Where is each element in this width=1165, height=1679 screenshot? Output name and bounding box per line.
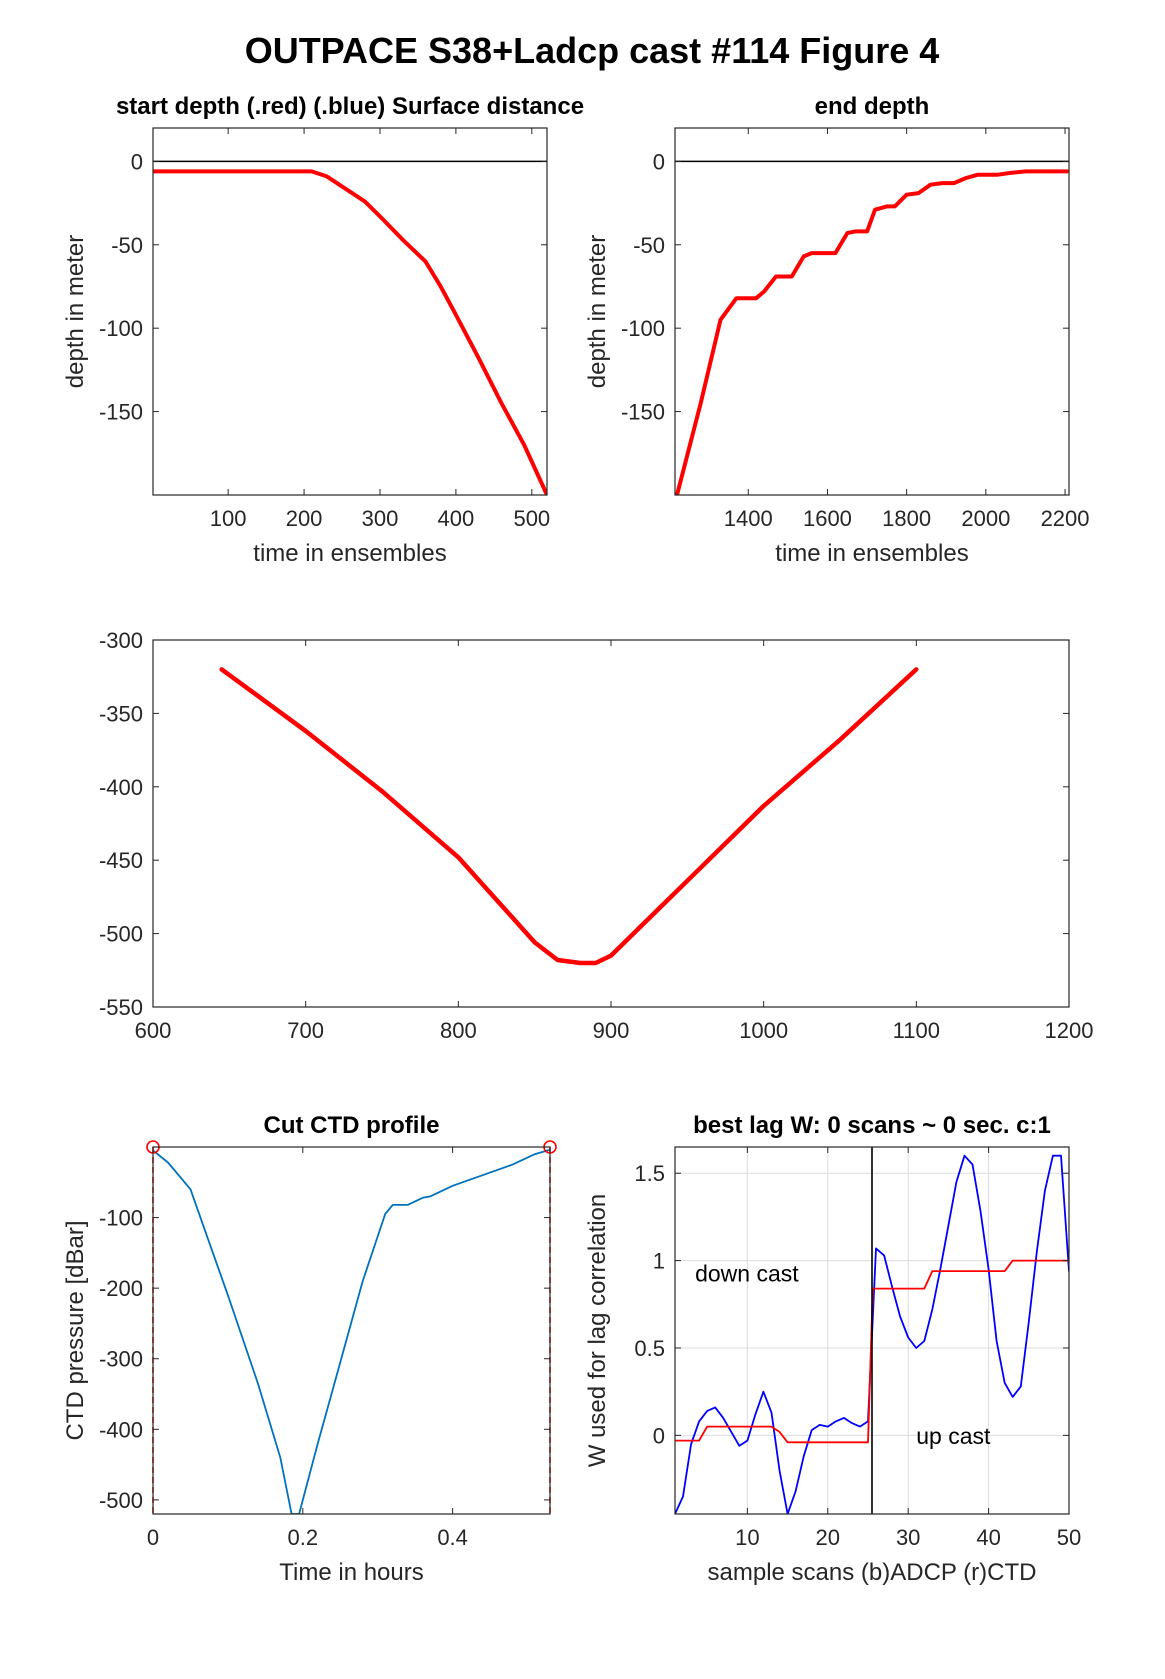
axes-middle-profile: 600 700 800 900 1000 1100 1200 -300 -350 -400 -450… <box>99 628 1094 1043</box>
x-tick-label: 40 <box>976 1525 1000 1550</box>
x-axis-label: sample scans (b)ADCP (r)CTD <box>708 1559 1037 1586</box>
axes-title: start depth (.red) (.blue) Surface dista… <box>116 93 584 120</box>
y-tick-label: 1 <box>653 1249 665 1274</box>
axes-start-depth: 100 200 300 400 500 0 -50 -100 -150 start depth (… <box>62 93 584 567</box>
y-axis-label: W used for lag correlation <box>584 1194 611 1467</box>
x-tick-label: 2000 <box>961 506 1010 531</box>
series-line-ctd_blue <box>153 1148 550 1514</box>
x-tick-label: 1400 <box>724 506 773 531</box>
plot-area <box>153 128 547 495</box>
plot-area <box>675 128 1069 495</box>
x-tick-label: 1600 <box>803 506 852 531</box>
x-tick-label: 1800 <box>882 506 931 531</box>
x-axis-label: time in ensembles <box>775 540 968 567</box>
x-tick-label: 400 <box>438 506 475 531</box>
axes-best-lag: 10 20 30 40 50 0 0.5 1 1.5 best lag W: 0 scans ~ … <box>584 1112 1081 1586</box>
x-tick-label: 700 <box>287 1018 324 1043</box>
y-tick-label: 0 <box>653 149 665 174</box>
x-tick-label: 50 <box>1057 1525 1081 1550</box>
y-axis-label: depth in meter <box>62 235 89 388</box>
y-tick-label: -550 <box>99 995 143 1020</box>
annotation-text: up cast <box>916 1423 991 1449</box>
annotation-text: down cast <box>695 1261 799 1287</box>
y-tick-label: 0 <box>653 1423 665 1448</box>
y-axis-label: depth in meter <box>584 235 611 388</box>
axes-title: best lag W: 0 scans ~ 0 sec. c:1 <box>693 1112 1051 1139</box>
x-tick-label: 0.2 <box>288 1525 319 1550</box>
y-tick-label: -150 <box>621 400 665 425</box>
y-tick-label: -400 <box>99 1417 143 1442</box>
x-tick-label: 2200 <box>1041 506 1090 531</box>
x-tick-label: 300 <box>362 506 399 531</box>
plot-area <box>153 1147 550 1514</box>
series-line-red <box>219 667 919 966</box>
axes-title: end depth <box>815 93 930 120</box>
y-axis-label: CTD pressure [dBar] <box>62 1220 89 1440</box>
axes-end-depth: 1400 1600 1800 2000 2200 0 -50 -100 -150 end dept… <box>584 93 1090 567</box>
x-tick-label: 1100 <box>893 1018 940 1043</box>
y-tick-label: -500 <box>99 1488 143 1513</box>
y-tick-label: 0 <box>131 149 143 174</box>
x-axis-label: time in ensembles <box>253 540 446 567</box>
x-tick-label: 200 <box>286 506 323 531</box>
y-tick-label: -450 <box>99 848 143 873</box>
x-tick-label: 500 <box>513 506 550 531</box>
x-tick-label: 100 <box>210 506 247 531</box>
plot-area <box>153 640 1069 1007</box>
y-tick-label: -50 <box>633 233 665 258</box>
x-tick-label: 20 <box>816 1525 840 1550</box>
y-tick-label: -100 <box>99 1206 143 1231</box>
x-tick-label: 30 <box>896 1525 920 1550</box>
y-tick-label: -150 <box>99 400 143 425</box>
y-tick-label: 1.5 <box>634 1161 665 1186</box>
axes-box <box>152 127 548 496</box>
y-tick-label: 0.5 <box>634 1336 665 1361</box>
x-tick-label: 600 <box>135 1018 172 1043</box>
y-tick-label: -400 <box>99 775 143 800</box>
x-axis-label: Time in hours <box>279 1559 424 1586</box>
y-tick-label: -500 <box>99 922 143 947</box>
y-tick-label: -300 <box>99 1347 143 1372</box>
series-line-red <box>675 169 1069 495</box>
axes-box <box>152 1146 551 1515</box>
x-tick-label: 0 <box>147 1525 159 1550</box>
axes-box <box>674 127 1070 496</box>
series-line-red <box>675 1259 1069 1444</box>
x-tick-label: 1200 <box>1045 1018 1094 1043</box>
series-line-red <box>153 169 547 495</box>
axes-cut-ctd: 0 0.2 0.4 -100 -200 -300 -400 -500 Cut CTD profi… <box>62 1112 557 1586</box>
axes-box <box>674 1146 1070 1515</box>
y-tick-label: -350 <box>99 701 143 726</box>
y-tick-label: -300 <box>99 628 143 653</box>
figure-title: OUTPACE S38+Ladcp cast #114 Figure 4 <box>245 30 940 71</box>
axes-title: Cut CTD profile <box>264 1112 440 1139</box>
y-tick-label: -50 <box>111 233 143 258</box>
y-tick-label: -200 <box>99 1276 143 1301</box>
x-tick-label: 800 <box>440 1018 477 1043</box>
x-tick-label: 0.4 <box>437 1525 468 1550</box>
x-tick-label: 10 <box>735 1525 759 1550</box>
y-tick-label: -100 <box>621 316 665 341</box>
x-tick-label: 1000 <box>739 1018 788 1043</box>
y-tick-label: -100 <box>99 316 143 341</box>
x-tick-label: 900 <box>593 1018 630 1043</box>
